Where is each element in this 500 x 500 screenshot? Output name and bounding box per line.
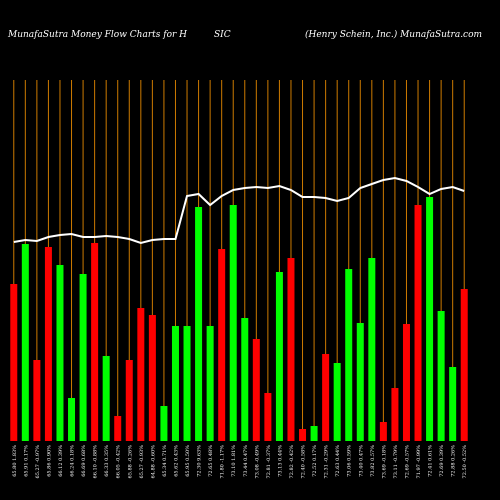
x-tick-label: 72.82 -0.42%	[289, 445, 295, 479]
bar	[21, 244, 29, 441]
bar	[414, 205, 422, 441]
bar	[56, 265, 64, 441]
bar	[44, 247, 52, 441]
x-tick-label: 73.10 1.81%	[231, 445, 237, 477]
flow-line	[13, 176, 465, 245]
bar	[148, 315, 156, 441]
bar	[345, 269, 353, 441]
bar	[391, 388, 399, 441]
bar	[183, 326, 191, 441]
x-tick-label: 65.80 1.83%	[12, 445, 18, 477]
x-tick-label: 73.08 -0.49%	[254, 445, 260, 479]
bar	[68, 398, 76, 441]
bar	[252, 339, 260, 441]
bar	[195, 207, 203, 441]
bar	[160, 406, 168, 441]
bar	[33, 360, 41, 441]
bar	[10, 284, 18, 441]
x-tick-label: 64.88 -0.60%	[150, 445, 156, 479]
x-tick-label: 65.62 0.43%	[173, 445, 179, 477]
x-tick-label: 72.81 -0.37%	[266, 445, 272, 479]
x-tick-label: 72.30 9.63%	[197, 445, 203, 477]
bar	[310, 426, 318, 441]
bar	[356, 323, 364, 441]
bar	[91, 243, 99, 441]
bar	[426, 197, 434, 441]
x-tick-label: 73.69 -0.18%	[381, 445, 387, 479]
x-tick-label: 72.69 0.39%	[439, 445, 445, 477]
bar	[275, 272, 283, 441]
chart-subtitle: (Henry Schein, Inc.) MunafaSutra.com	[305, 29, 482, 40]
x-tick-label: 65.34 0.71%	[162, 445, 168, 477]
bar	[299, 429, 307, 441]
bar	[171, 326, 179, 441]
bar	[437, 311, 445, 441]
bar	[402, 324, 410, 441]
bar	[137, 308, 145, 441]
x-tick-label: 73.13 0.44%	[277, 445, 283, 477]
x-tick-label: 71.80 -1.17%	[220, 445, 226, 479]
x-tick-label: 65.27 -0.97%	[35, 445, 41, 479]
x-tick-label: 72.40 -0.58%	[301, 445, 307, 479]
x-tick-label: 72.65 0.48%	[208, 445, 214, 477]
bar	[449, 367, 457, 441]
x-tick-label: 66.05 -0.42%	[116, 445, 122, 479]
x-tick-label: 66.69 0.68%	[81, 445, 87, 477]
bar	[102, 356, 110, 441]
x-tick-label: 65.86 0.90%	[46, 445, 52, 477]
x-tick-label: 71.97 -0.99%	[416, 445, 422, 479]
x-tick-label: 65.91 0.17%	[23, 445, 29, 477]
x-tick-label: 73.82 0.57%	[370, 445, 376, 477]
x-tick-label: 73.06 0.59%	[347, 445, 353, 477]
bar	[460, 289, 468, 441]
x-tick-label: 73.44 0.47%	[243, 445, 249, 477]
x-tick-label: 73.40 0.47%	[358, 445, 364, 477]
bar	[333, 363, 341, 441]
x-tick-label: 73.11 -0.79%	[393, 445, 399, 479]
bar	[218, 249, 226, 441]
x-tick-label: 72.41 0.61%	[428, 445, 434, 477]
bar	[264, 393, 272, 441]
x-tick-label: 65.95 0.50%	[185, 445, 191, 477]
bar	[368, 258, 376, 441]
x-tick-label: 66.10 -0.88%	[93, 445, 99, 479]
x-tick-label: 72.31 -0.29%	[324, 445, 330, 479]
x-tick-label: 72.69 -0.57%	[404, 445, 410, 479]
x-tick-label: 65.88 -0.26%	[127, 445, 133, 479]
x-tick-label: 72.63 0.44%	[335, 445, 341, 477]
x-tick-label: 72.50 -0.52%	[462, 445, 468, 479]
bar	[79, 274, 87, 441]
bar	[229, 205, 237, 441]
x-tick-label: 65.27 -0.93%	[139, 445, 145, 479]
x-tick-label: 72.52 0.17%	[312, 445, 318, 477]
bar	[241, 318, 249, 441]
x-tick-label: 72.88 0.26%	[451, 445, 457, 477]
bar	[379, 422, 387, 441]
x-tick-label: 66.24 0.18%	[70, 445, 76, 477]
bar	[287, 258, 295, 441]
bar	[206, 326, 214, 441]
x-tick-label: 66.33 0.35%	[104, 445, 110, 477]
chart-ticker: SIC	[214, 30, 231, 40]
bar	[114, 416, 122, 441]
bar	[125, 360, 133, 441]
bar	[322, 354, 330, 441]
x-tick-label: 66.12 0.39%	[58, 445, 64, 477]
chart-title: MunafaSutra Money Flow Charts for H	[7, 30, 187, 40]
